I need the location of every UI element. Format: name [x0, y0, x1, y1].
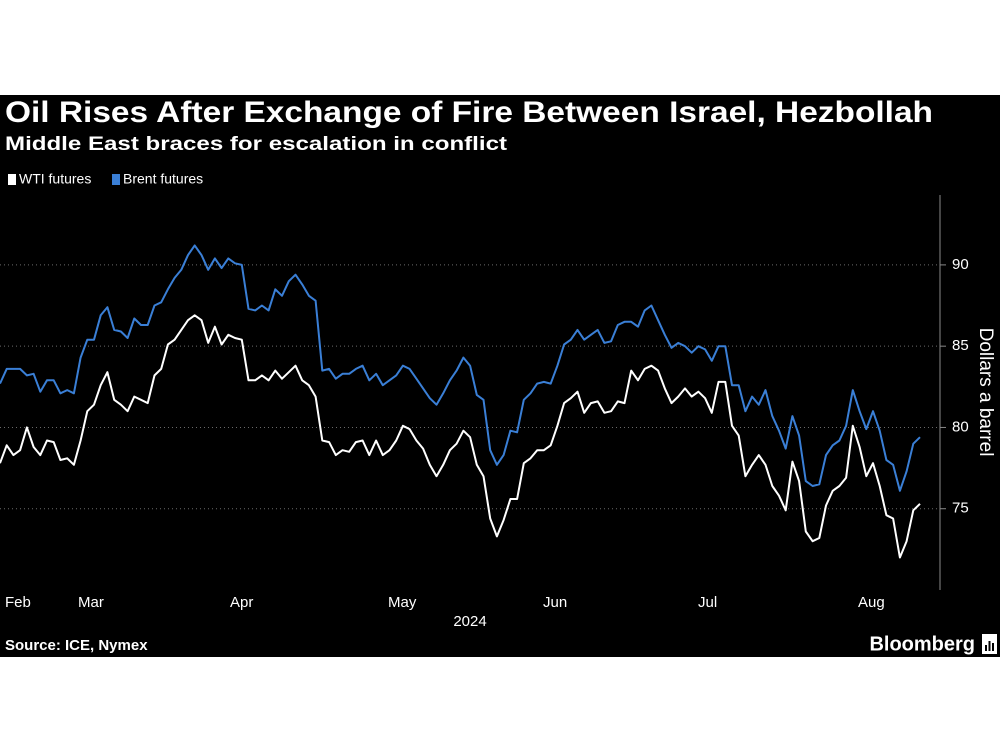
series-line — [0, 244, 921, 492]
legend-swatch — [112, 174, 120, 185]
x-tick-label: Aug — [858, 594, 885, 611]
legend-swatch — [8, 174, 16, 185]
y-tick-label: 75 — [952, 500, 969, 517]
y-axis-title: Dollars a barrel — [975, 328, 996, 457]
brand-icon — [982, 634, 997, 654]
y-tick-label: 90 — [952, 256, 969, 273]
x-tick-label: Mar — [78, 594, 104, 611]
x-tick-label: Apr — [230, 594, 253, 611]
brand-icon-bar — [985, 645, 987, 651]
x-tick-label: Jul — [698, 594, 717, 611]
source-note: Source: ICE, Nymex — [5, 637, 148, 654]
x-axis-year: 2024 — [453, 613, 486, 630]
chart-title: Oil Rises After Exchange of Fire Between… — [5, 96, 933, 129]
brand-icon-bar — [988, 641, 991, 651]
legend-label: Brent futures — [123, 171, 203, 187]
series-line — [0, 314, 921, 559]
x-tick-label: May — [388, 594, 417, 611]
legend-label: WTI futures — [19, 171, 91, 187]
chart-panel — [0, 95, 1000, 657]
brand-icon-bar — [992, 643, 994, 651]
brand-logo: Bloomberg — [869, 633, 975, 655]
y-tick-label: 80 — [952, 418, 969, 435]
x-tick-label: Feb — [5, 594, 31, 611]
x-tick-label: Jun — [543, 594, 567, 611]
chart-subtitle: Middle East braces for escalation in con… — [5, 134, 508, 155]
y-tick-label: 85 — [952, 337, 969, 354]
